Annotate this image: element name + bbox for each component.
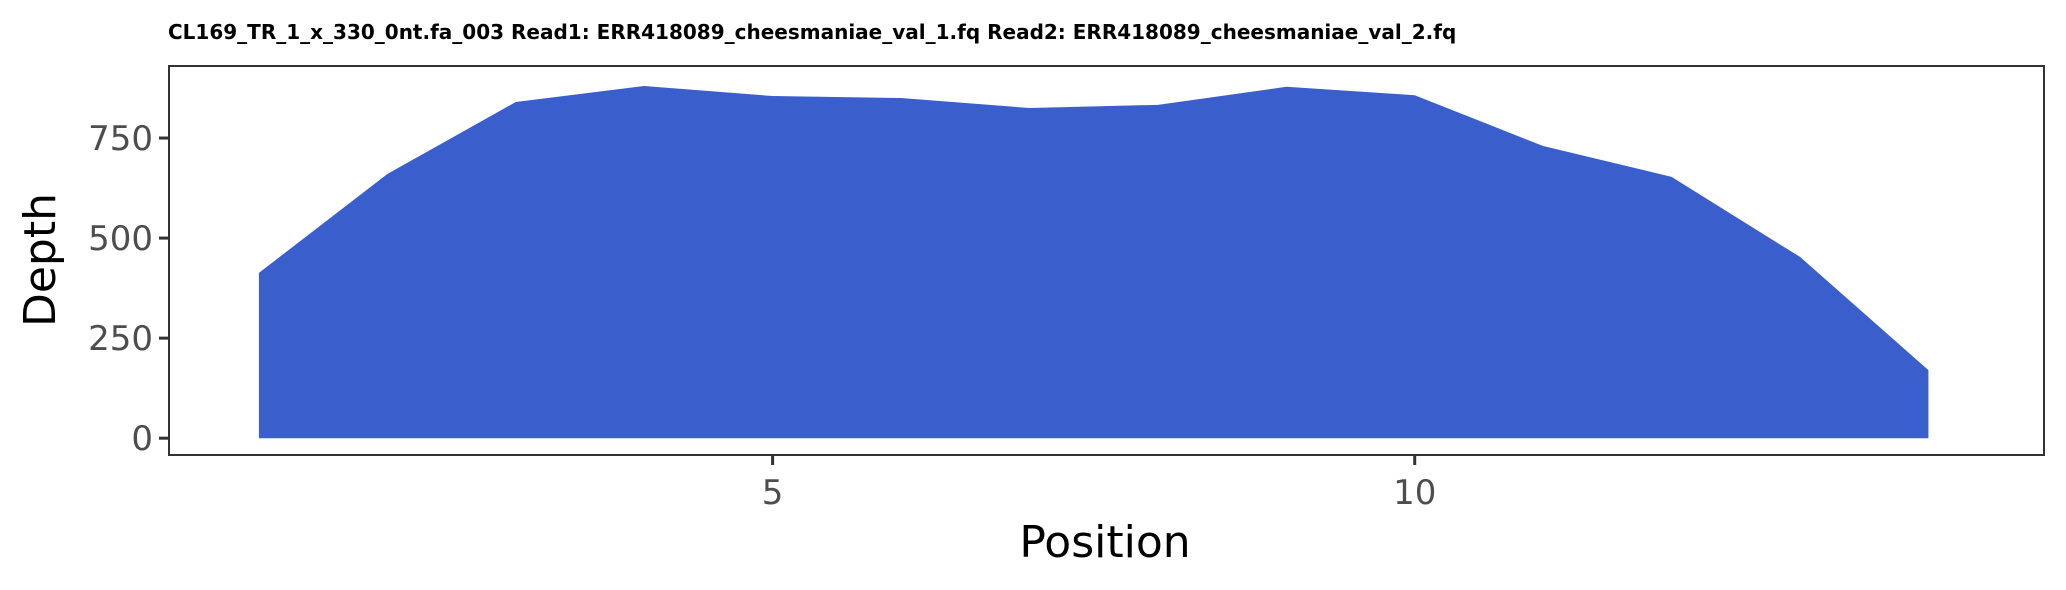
y-tick-label-250: 250	[88, 319, 153, 359]
y-axis-title: Depth	[15, 193, 66, 327]
chart-title: CL169_TR_1_x_330_0nt.fa_003 Read1: ERR41…	[168, 20, 1456, 44]
y-tick-label-750: 750	[88, 119, 153, 159]
depth-area	[258, 86, 1929, 439]
x-tick-label-10: 10	[1393, 473, 1436, 513]
y-tick-label-500: 500	[88, 219, 153, 259]
plot-area: 0 250 500 750 5 10	[88, 65, 2045, 513]
x-axis-title: Position	[1019, 517, 1190, 568]
panel-border	[168, 65, 2045, 456]
x-tick-label-5: 5	[762, 473, 784, 513]
y-tick-label-0: 0	[131, 419, 153, 459]
